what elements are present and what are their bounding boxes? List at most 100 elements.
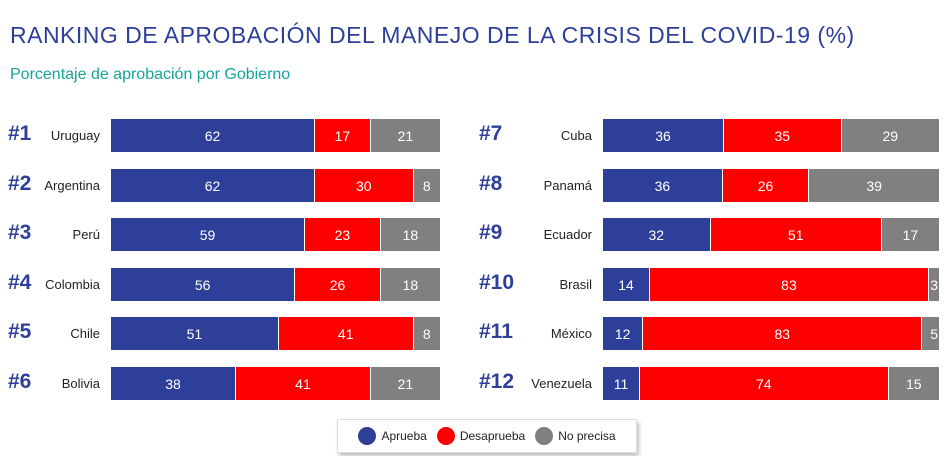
country-label: Colombia: [45, 277, 100, 292]
data-label: 8: [422, 325, 431, 342]
data-label: 30: [356, 177, 372, 194]
chart-subtitle: Porcentaje de aprobación por Gobierno: [10, 66, 291, 83]
bar-segment-no-precisa: 18: [380, 218, 440, 251]
country-label: Cuba: [560, 128, 592, 143]
data-label: 5: [930, 325, 938, 342]
bar-segment-no-precisa: 39: [809, 169, 939, 202]
data-label: 51: [186, 325, 203, 342]
country-label: Brasil: [559, 277, 592, 292]
data-label: 35: [774, 127, 791, 144]
bar-segment-no-precisa: 29: [841, 119, 939, 152]
data-label: 36: [654, 177, 671, 194]
bar-segment-no-precisa: 3: [928, 268, 939, 301]
legend-swatch-desaprueba: [436, 427, 455, 445]
bar-segment-desaprueba: 41: [236, 367, 371, 400]
bar-segment-desaprueba: 26: [295, 268, 381, 301]
data-label: 8: [422, 177, 431, 194]
data-label: 3: [930, 276, 938, 293]
bar-segment-desaprueba: 83: [650, 268, 929, 301]
data-label: 23: [334, 226, 351, 243]
data-label: 59: [199, 226, 216, 243]
rank-label: #9: [479, 221, 503, 244]
chart-row-uruguay: #1 Uruguay 62 17 21: [0, 119, 947, 153]
chart-title: RANKING DE APROBACIÓN DEL MANEJO DE LA C…: [10, 22, 855, 48]
bar-segment-aprueba: 59: [111, 218, 306, 251]
stacked-bar: 36 35 29: [603, 119, 939, 152]
bar-segment-desaprueba: 26: [722, 169, 810, 202]
bar-segment-aprueba: 62: [111, 119, 315, 152]
rank-label: #4: [8, 271, 32, 294]
chart-row-cuba: #7 Cuba 36 35 29: [0, 119, 947, 153]
bar-segment-desaprueba: 30: [314, 169, 414, 202]
bar-segment-aprueba: 14: [603, 268, 651, 301]
data-label: 17: [334, 127, 351, 144]
rank-label: #11: [479, 320, 513, 343]
chart-row-bolivia: #6 Bolivia 38 41 21: [0, 367, 947, 401]
bar-segment-aprueba: 62: [111, 169, 315, 202]
chart-row-chile: #5 Chile 51 41 8: [0, 317, 947, 351]
bar-segment-no-precisa: 8: [413, 169, 440, 202]
legend-item-no-precisa: No precisa: [535, 427, 616, 445]
chart-row-argentina: #2 Argentina 62 30 8: [0, 169, 947, 203]
rank-label: #10: [479, 271, 515, 294]
country-label: Perú: [72, 227, 100, 242]
legend-swatch-aprueba: [358, 427, 377, 445]
chart-row-brasil: #10 Brasil 14 83 3: [0, 268, 947, 302]
bar-segment-desaprueba: 83: [643, 317, 923, 350]
stacked-bar: 59 23 18: [111, 218, 440, 251]
data-label: 12: [614, 325, 631, 342]
data-label: 41: [295, 375, 311, 392]
data-label: 14: [618, 276, 634, 293]
data-label: 83: [781, 276, 797, 293]
country-label: Panamá: [543, 178, 592, 193]
bar-segment-no-precisa: 17: [881, 218, 939, 251]
bar-segment-no-precisa: 15: [888, 367, 939, 400]
data-label: 38: [165, 375, 181, 392]
stacked-bar: 32 51 17: [603, 218, 939, 251]
rank-label: #5: [8, 320, 32, 343]
chart-row-colombia: #4 Colombia 56 26 18: [0, 268, 947, 302]
rank-label: #3: [8, 221, 32, 244]
stacked-bar: 51 41 8: [111, 317, 440, 350]
legend-label-desaprueba: Desaprueba: [459, 429, 526, 443]
bar-segment-aprueba: 12: [603, 317, 644, 350]
chart-row-mexico: #11 México 12 83 5: [0, 317, 947, 351]
country-label: México: [550, 326, 592, 341]
bar-segment-aprueba: 51: [111, 317, 279, 350]
bar-segment-aprueba: 36: [603, 169, 723, 202]
country-label: Chile: [70, 326, 100, 341]
legend-item-desaprueba: Desaprueba: [436, 427, 526, 445]
data-label: 18: [402, 226, 419, 243]
bar-segment-aprueba: 11: [603, 367, 640, 400]
stacked-bar: 36 26 39: [603, 169, 939, 202]
stacked-bar: 11 74 15: [603, 367, 939, 400]
data-label: 39: [866, 177, 882, 194]
legend-label-no-precisa: No precisa: [558, 429, 616, 443]
bar-segment-no-precisa: 21: [370, 119, 440, 152]
data-label: 62: [204, 177, 221, 194]
data-label: 83: [774, 325, 791, 342]
data-label: 21: [397, 127, 414, 144]
legend-swatch-no-precisa: [535, 427, 554, 445]
data-label: 36: [655, 127, 671, 144]
bar-segment-aprueba: 56: [111, 268, 296, 301]
stacked-bar: 14 83 3: [603, 268, 939, 301]
data-label: 56: [194, 276, 211, 293]
bar-segment-desaprueba: 74: [639, 367, 889, 400]
rank-label: #6: [8, 370, 32, 393]
stacked-bar: 12 83 5: [603, 317, 939, 350]
bar-segment-no-precisa: 18: [380, 268, 440, 301]
rank-label: #12: [479, 370, 515, 393]
stacked-bar: 62 30 8: [111, 169, 440, 202]
bar-segment-desaprueba: 41: [278, 317, 414, 350]
rank-label: #1: [8, 122, 32, 145]
chart-row-peru: #3 Perú 59 23 18: [0, 218, 947, 252]
bar-segment-desaprueba: 17: [314, 119, 371, 152]
country-label: Uruguay: [50, 128, 100, 143]
bar-segment-aprueba: 32: [603, 218, 711, 251]
data-label: 29: [882, 127, 899, 144]
data-label: 74: [755, 375, 772, 392]
stacked-bar: 56 26 18: [111, 268, 440, 301]
country-label: Bolivia: [61, 376, 100, 391]
country-label: Ecuador: [543, 227, 592, 242]
